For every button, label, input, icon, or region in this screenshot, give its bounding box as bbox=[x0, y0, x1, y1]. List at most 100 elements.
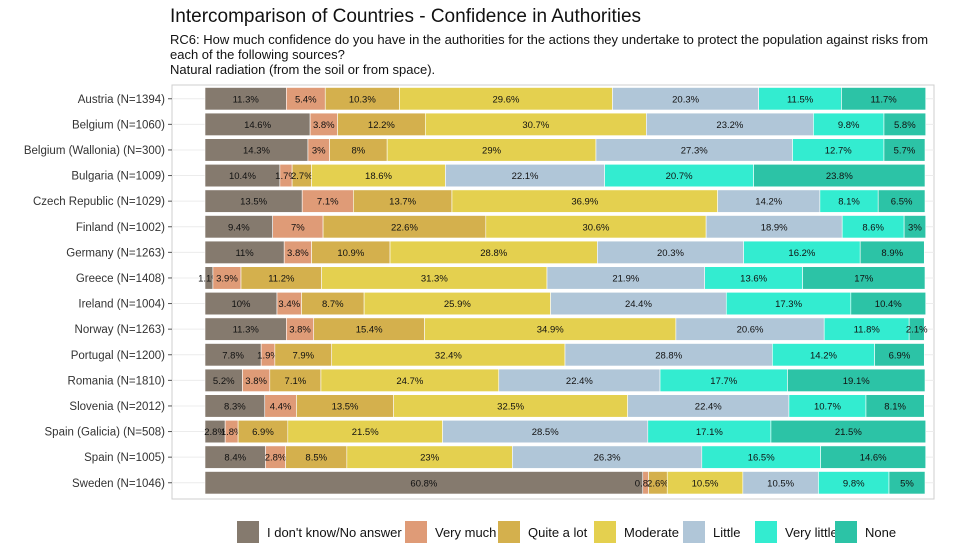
data-label: 2.6% bbox=[647, 478, 669, 489]
data-label: 28.8% bbox=[480, 248, 507, 259]
data-label: 20.6% bbox=[737, 325, 764, 336]
bar-segment bbox=[820, 445, 927, 469]
data-label: 8.5% bbox=[305, 453, 327, 464]
data-label: 8.3% bbox=[224, 401, 246, 412]
data-label: 9.4% bbox=[228, 222, 250, 233]
legend-swatch bbox=[405, 521, 427, 543]
data-label: 8.6% bbox=[862, 222, 884, 233]
category-label: Finland (N=1002) bbox=[76, 222, 165, 234]
data-label: 16.2% bbox=[788, 248, 815, 259]
category-label: Greece (N=1408) bbox=[76, 273, 165, 285]
chart-legend: I don't know/No answer Very much Quite a l… bbox=[0, 520, 980, 544]
chart-subtitle: RC6: How much confidence do you have in … bbox=[170, 32, 975, 77]
data-label: 29.6% bbox=[492, 94, 519, 105]
data-label: 17.7% bbox=[710, 376, 737, 387]
data-label: 18.6% bbox=[365, 171, 392, 182]
category-label: Ireland (N=1004) bbox=[78, 299, 165, 311]
data-label: 29% bbox=[482, 145, 502, 156]
data-label: 23.8% bbox=[826, 171, 853, 182]
bar-segment bbox=[903, 215, 927, 239]
data-label: 10.4% bbox=[229, 171, 256, 182]
data-label: 32.5% bbox=[497, 401, 524, 412]
data-label: 3% bbox=[908, 222, 922, 233]
legend-item: I don't know/No answer bbox=[237, 520, 402, 544]
subtitle-line: RC6: How much confidence do you have in … bbox=[170, 32, 929, 47]
data-label: 14.6% bbox=[244, 120, 271, 131]
legend-item: None bbox=[835, 520, 896, 544]
data-label: 1.8% bbox=[221, 427, 243, 438]
data-label: 15.4% bbox=[356, 325, 383, 336]
legend-label: Little bbox=[713, 524, 741, 540]
data-label: 14.6% bbox=[860, 453, 887, 464]
data-label: 10.4% bbox=[875, 299, 902, 310]
data-label: 24.7% bbox=[396, 376, 423, 387]
bar-segment bbox=[877, 189, 926, 213]
data-label: 5.4% bbox=[295, 94, 317, 105]
category-label: Spain (N=1005) bbox=[84, 452, 165, 464]
data-label: 25.9% bbox=[444, 299, 471, 310]
legend-swatch bbox=[755, 521, 777, 543]
legend-item: Moderate bbox=[594, 520, 679, 544]
category-label: Portugal (N=1200) bbox=[71, 350, 165, 362]
data-label: 21.5% bbox=[352, 427, 379, 438]
data-label: 8.9% bbox=[881, 248, 903, 259]
bar-segment bbox=[841, 87, 927, 111]
bar-segment bbox=[770, 419, 927, 444]
data-label: 30.6% bbox=[582, 222, 609, 233]
legend-label: I don't know/No answer bbox=[267, 524, 402, 540]
legend-label: Quite a lot bbox=[528, 524, 588, 540]
data-label: 22.6% bbox=[391, 222, 418, 233]
bar-segment bbox=[874, 343, 925, 367]
category-label: Bulgaria (N=1009) bbox=[71, 171, 165, 183]
data-label: 5.2% bbox=[213, 376, 235, 387]
legend-swatch bbox=[498, 521, 520, 543]
data-label: 27.3% bbox=[681, 145, 708, 156]
data-label: 5.7% bbox=[894, 145, 916, 156]
data-label: 11.8% bbox=[854, 325, 881, 336]
plot-panel bbox=[171, 84, 935, 500]
bar-segment bbox=[883, 112, 927, 136]
data-label: 11% bbox=[235, 248, 254, 259]
data-label: 14.2% bbox=[810, 350, 837, 361]
data-label: 21.9% bbox=[612, 273, 639, 284]
data-label: 3% bbox=[312, 145, 326, 156]
data-label: 10.3% bbox=[349, 94, 376, 105]
bar-segment bbox=[850, 291, 927, 316]
data-label: 21.5% bbox=[835, 427, 862, 438]
data-label: 8.1% bbox=[884, 401, 906, 412]
data-label: 22.4% bbox=[695, 401, 722, 412]
data-label: 24.4% bbox=[625, 299, 652, 310]
data-label: 10.7% bbox=[814, 401, 841, 412]
data-label: 34.9% bbox=[537, 325, 564, 336]
data-label: 20.7% bbox=[666, 171, 693, 182]
data-label: 36.9% bbox=[571, 197, 598, 208]
data-label: 9.8% bbox=[838, 120, 860, 131]
data-label: 19.1% bbox=[843, 376, 870, 387]
bar-segment bbox=[888, 471, 926, 495]
data-label: 3.8% bbox=[313, 120, 335, 131]
category-label: Czech Republic (N=1029) bbox=[33, 196, 165, 208]
subtitle-line: each of the following sources? bbox=[170, 47, 345, 62]
category-label: Austria (N=1394) bbox=[78, 94, 165, 106]
category-label: Spain (Galicia) (N=508) bbox=[45, 427, 166, 439]
bar-segment bbox=[908, 317, 925, 341]
data-label: 26.3% bbox=[594, 453, 621, 464]
legend-item: Little bbox=[683, 520, 740, 544]
subtitle-line: Natural radiation (from the soil or from… bbox=[170, 62, 436, 77]
data-label: 8% bbox=[351, 145, 365, 156]
bar-segment bbox=[859, 240, 925, 264]
data-label: 11.3% bbox=[233, 325, 260, 336]
data-label: 12.2% bbox=[368, 120, 395, 131]
data-label: 1.9% bbox=[257, 350, 279, 361]
data-label: 11.3% bbox=[233, 94, 260, 105]
data-label: 17% bbox=[854, 273, 874, 284]
bar-segment bbox=[865, 394, 925, 418]
legend-item: Quite a lot bbox=[498, 520, 587, 544]
data-label: 22.4% bbox=[566, 376, 593, 387]
data-label: 32.4% bbox=[435, 350, 462, 361]
legend-swatch bbox=[683, 521, 705, 543]
data-label: 23.2% bbox=[716, 120, 743, 131]
bar-segment bbox=[787, 368, 926, 392]
data-label: 2.8% bbox=[265, 453, 287, 464]
bar-segment bbox=[753, 164, 926, 188]
